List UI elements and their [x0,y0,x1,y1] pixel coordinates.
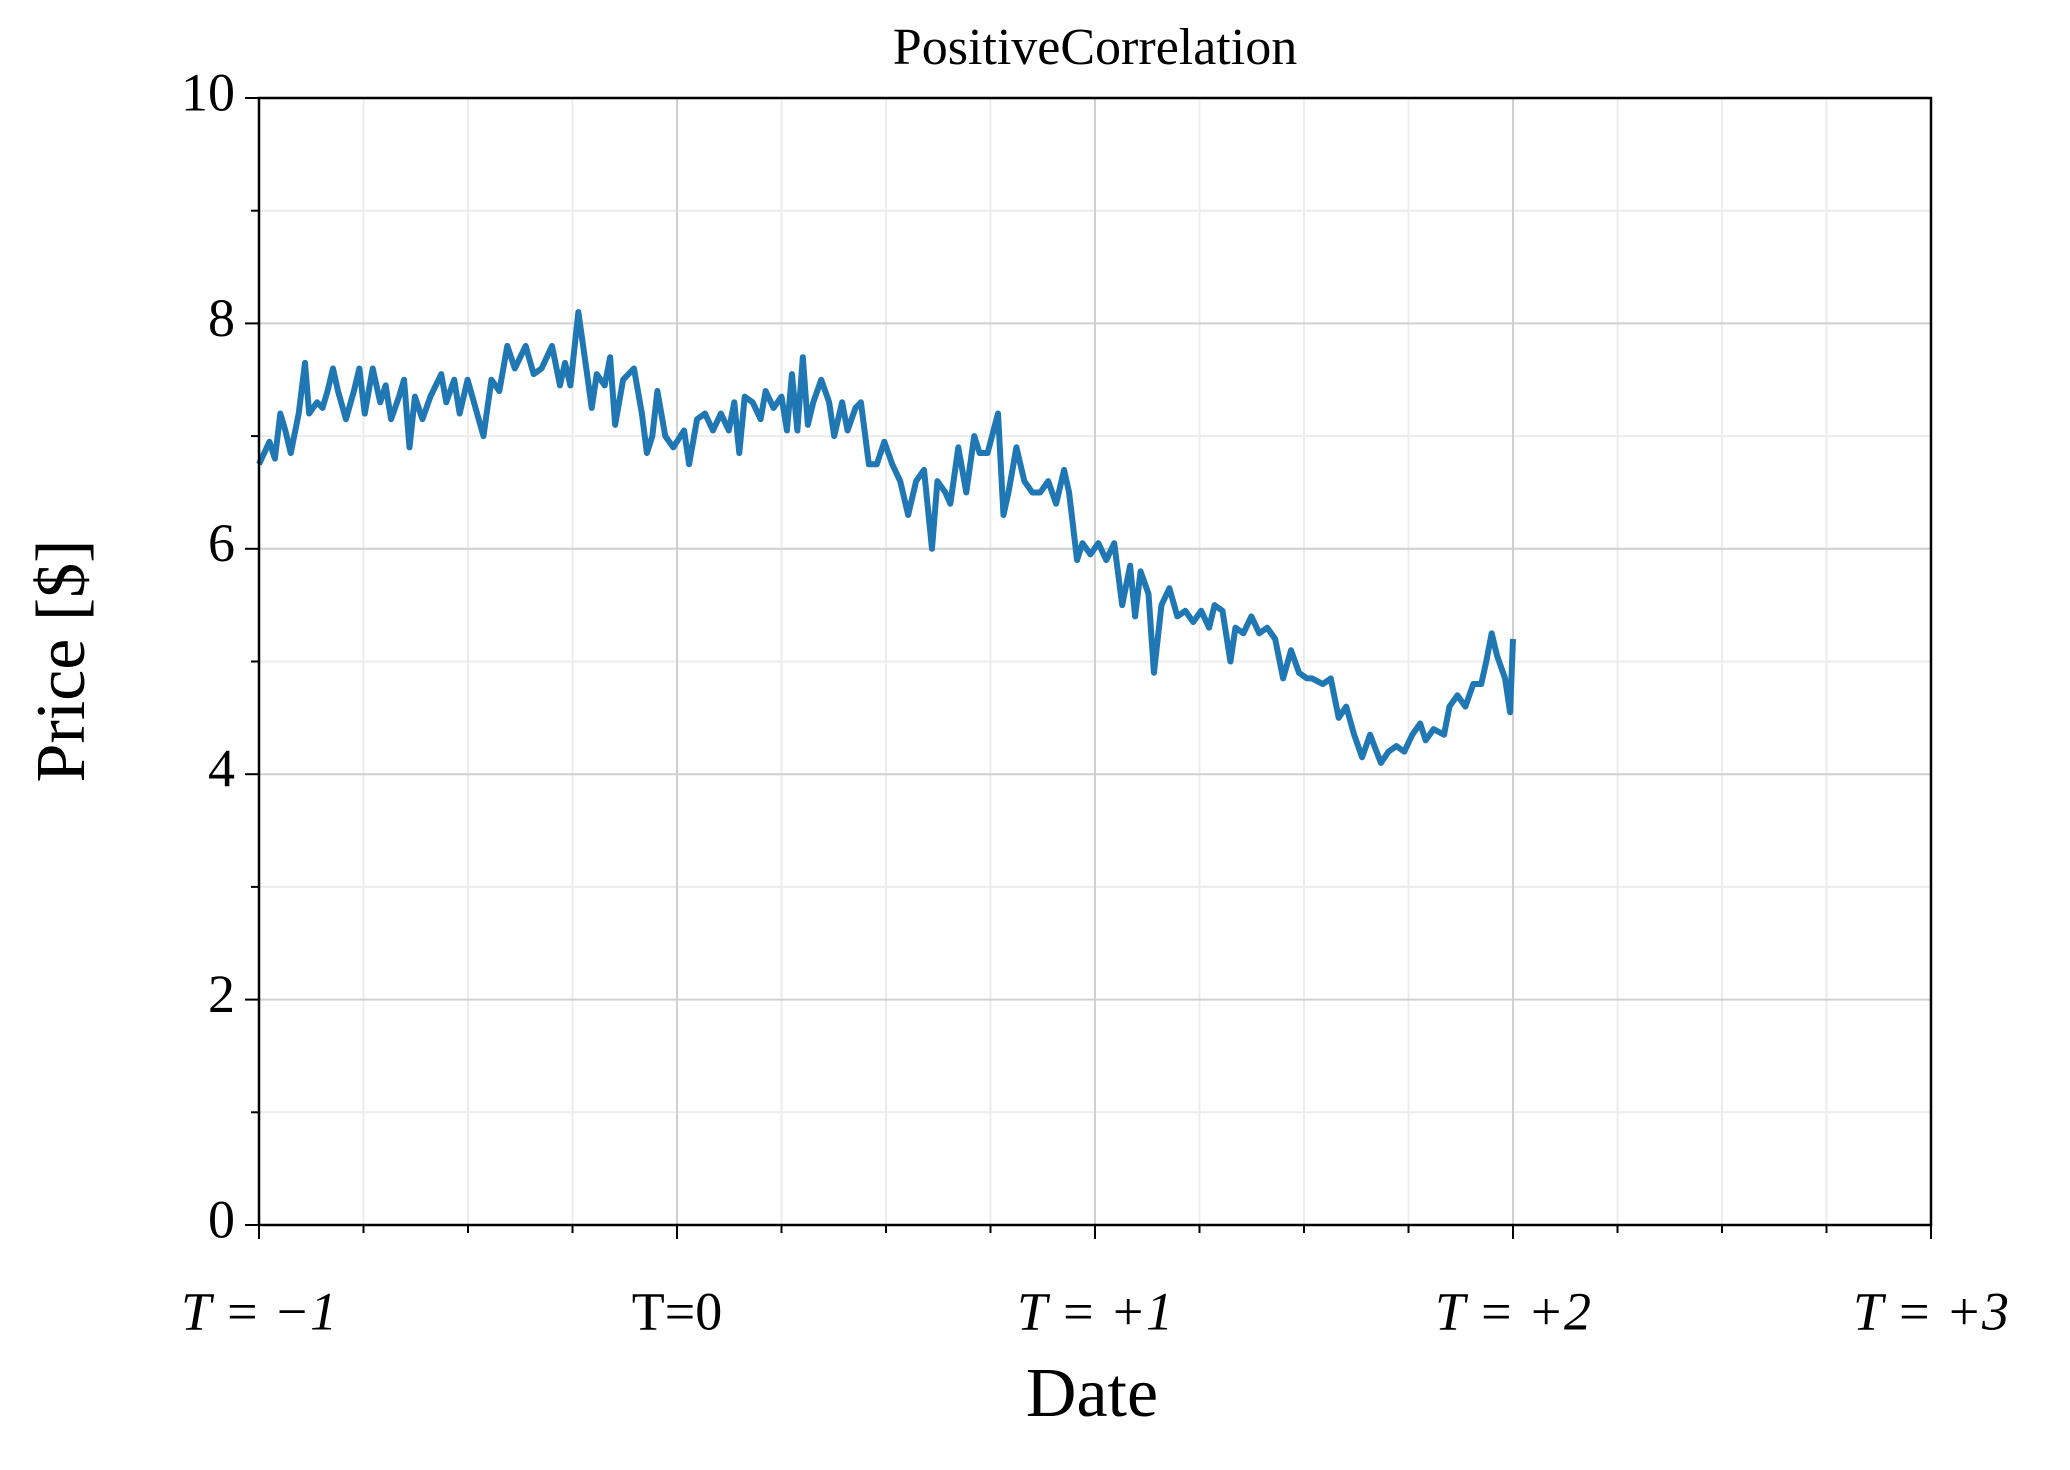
plot-frame [257,96,1933,1227]
x-axis-label: Date [1026,1355,1158,1432]
y-tick-label: 2 [208,964,235,1024]
y-tick-label: 0 [208,1189,235,1249]
x-tick-label: T = −1 [181,1281,337,1341]
y-tick-label: 6 [208,513,235,573]
chart-title: PositiveCorrelation [893,19,1297,76]
x-tick-label: T = +3 [1853,1281,2009,1341]
x-tick-label: T = +1 [1017,1281,1173,1341]
y-tick-label: 10 [181,62,235,122]
x-tick-label: T = +2 [1435,1281,1591,1341]
y-tick-label: 4 [208,739,235,799]
line-series [256,309,1516,766]
y-axis-label: Price [$] [23,540,100,783]
y-tick-label: 8 [208,288,235,348]
x-tick-label: T=0 [632,1281,722,1341]
